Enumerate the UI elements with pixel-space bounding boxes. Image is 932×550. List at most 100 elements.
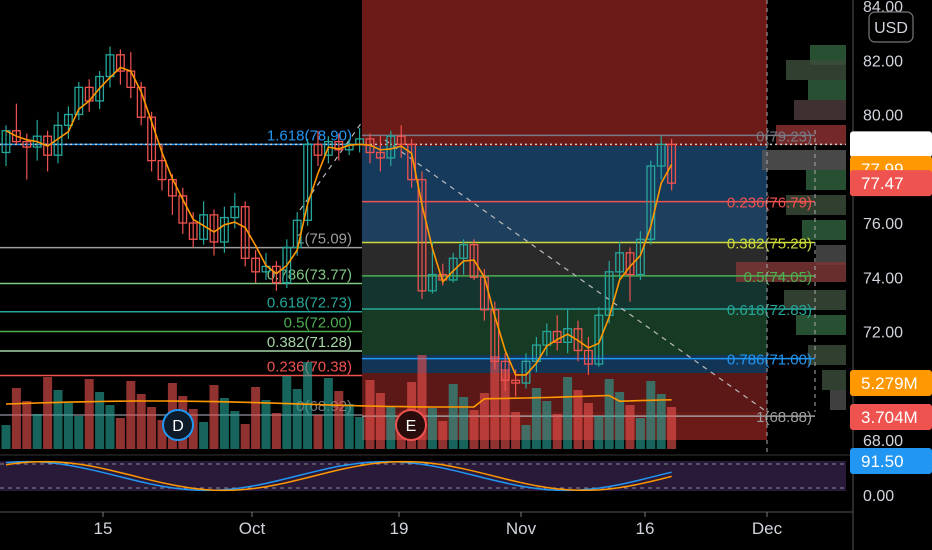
volume-bar — [230, 411, 240, 449]
volume-bar — [635, 418, 645, 449]
volume-profile-row — [736, 262, 846, 282]
osc-tick-label: 0.00 — [863, 488, 894, 505]
price-tick-label: 82.00 — [863, 53, 903, 70]
volume-bar — [219, 398, 229, 449]
candle-body — [1, 130, 11, 154]
candle-body — [448, 257, 458, 281]
volume-bar — [74, 416, 84, 449]
volume-profile-row — [786, 195, 846, 215]
osc-k-line — [5, 460, 672, 492]
volume-bar — [105, 405, 115, 449]
price-tick-label: 76.00 — [863, 216, 903, 233]
volume-profile-row — [794, 100, 846, 120]
volume-profile-row — [830, 390, 846, 410]
volume-bar — [531, 388, 541, 449]
volume-bar — [552, 414, 562, 449]
volume-bar — [417, 355, 427, 449]
price-tag — [850, 370, 932, 396]
candle-body — [594, 314, 604, 365]
candle-body — [427, 273, 437, 292]
price-tick-label: 68.00 — [863, 433, 903, 450]
volume-bar — [282, 376, 292, 449]
volume-profile-row — [796, 315, 846, 335]
fib-label-left: 0.618(72.73) — [267, 295, 352, 312]
volume-bar — [1, 425, 11, 449]
fib-label-right: 0(79.23) — [756, 128, 812, 145]
candle-body — [583, 349, 593, 365]
candle-body — [667, 143, 677, 184]
candle-body — [500, 360, 510, 381]
price-tick-label: 74.00 — [863, 270, 903, 287]
fib-label-right: 0.382(75.28) — [727, 236, 812, 253]
volume-bar — [126, 381, 136, 449]
volume-bar — [95, 392, 105, 449]
volume-bar — [625, 405, 635, 449]
candle-body — [271, 265, 281, 284]
volume-profile-row — [808, 80, 846, 100]
candle-body — [573, 328, 583, 352]
volume-bar — [386, 406, 396, 449]
volume-bar — [84, 379, 94, 449]
volume-bar — [583, 403, 593, 449]
volume-profile — [736, 45, 846, 410]
volume-bar — [199, 422, 209, 449]
candle-body — [178, 195, 188, 224]
volume-bar — [521, 425, 531, 449]
volume-bar — [147, 407, 157, 449]
price-tag-text: 91.50 — [861, 452, 904, 471]
event-marker-label: D — [172, 418, 184, 435]
fib-zone-c — [362, 242, 767, 276]
volume-bar — [32, 414, 42, 449]
time-tick-label: 16 — [636, 519, 655, 538]
candle-body — [157, 159, 167, 181]
fib-label-left: 1(75.09) — [296, 231, 352, 248]
candle-body — [646, 165, 656, 240]
volume-bar — [209, 385, 219, 449]
volume-profile-row — [762, 150, 846, 170]
candle-body — [282, 246, 292, 284]
candle-body — [396, 135, 406, 145]
volume-bar — [438, 421, 448, 449]
fib-label-right: 0.786(71.00) — [727, 352, 812, 369]
candle-body — [230, 206, 240, 219]
volume-bar — [615, 392, 625, 449]
price-tag-text: 78.90 — [861, 135, 904, 154]
volume-bar — [53, 390, 63, 449]
volume-bar — [355, 417, 365, 449]
moving-average-line — [5, 66, 673, 376]
fib-label-left: 1.618(78.90) — [267, 127, 352, 144]
candle-body — [219, 216, 229, 243]
oscillator-band — [0, 461, 846, 491]
candle-body — [615, 252, 625, 273]
volume-bar — [573, 390, 583, 449]
price-tick-label: 80.00 — [863, 108, 903, 125]
candle-body — [147, 116, 157, 162]
volume-profile-row — [816, 245, 846, 265]
volume-bar — [469, 410, 479, 449]
volume-bar — [136, 394, 146, 449]
candle-body — [459, 244, 469, 259]
fib-label-right: 0.5(74.05) — [744, 269, 812, 286]
volume-bar — [427, 408, 437, 449]
volume-bar — [667, 407, 677, 449]
volume-ma-line — [5, 394, 672, 408]
event-marker-label: E — [406, 418, 417, 435]
event-marker — [162, 409, 194, 441]
volume-bar — [344, 404, 354, 449]
time-tick-label: 19 — [390, 519, 409, 538]
candle-body — [240, 206, 250, 259]
candle-body — [22, 140, 32, 148]
volume-bar — [323, 378, 333, 449]
price-tag-text: 77.47 — [861, 174, 904, 193]
volume-bar — [479, 393, 489, 449]
fib-zone-f — [362, 355, 767, 373]
volume-bar — [604, 379, 614, 449]
volume-bar — [115, 418, 125, 449]
candle-body — [74, 86, 84, 116]
volume-profile-row — [786, 60, 846, 80]
volume-bar — [594, 416, 604, 449]
